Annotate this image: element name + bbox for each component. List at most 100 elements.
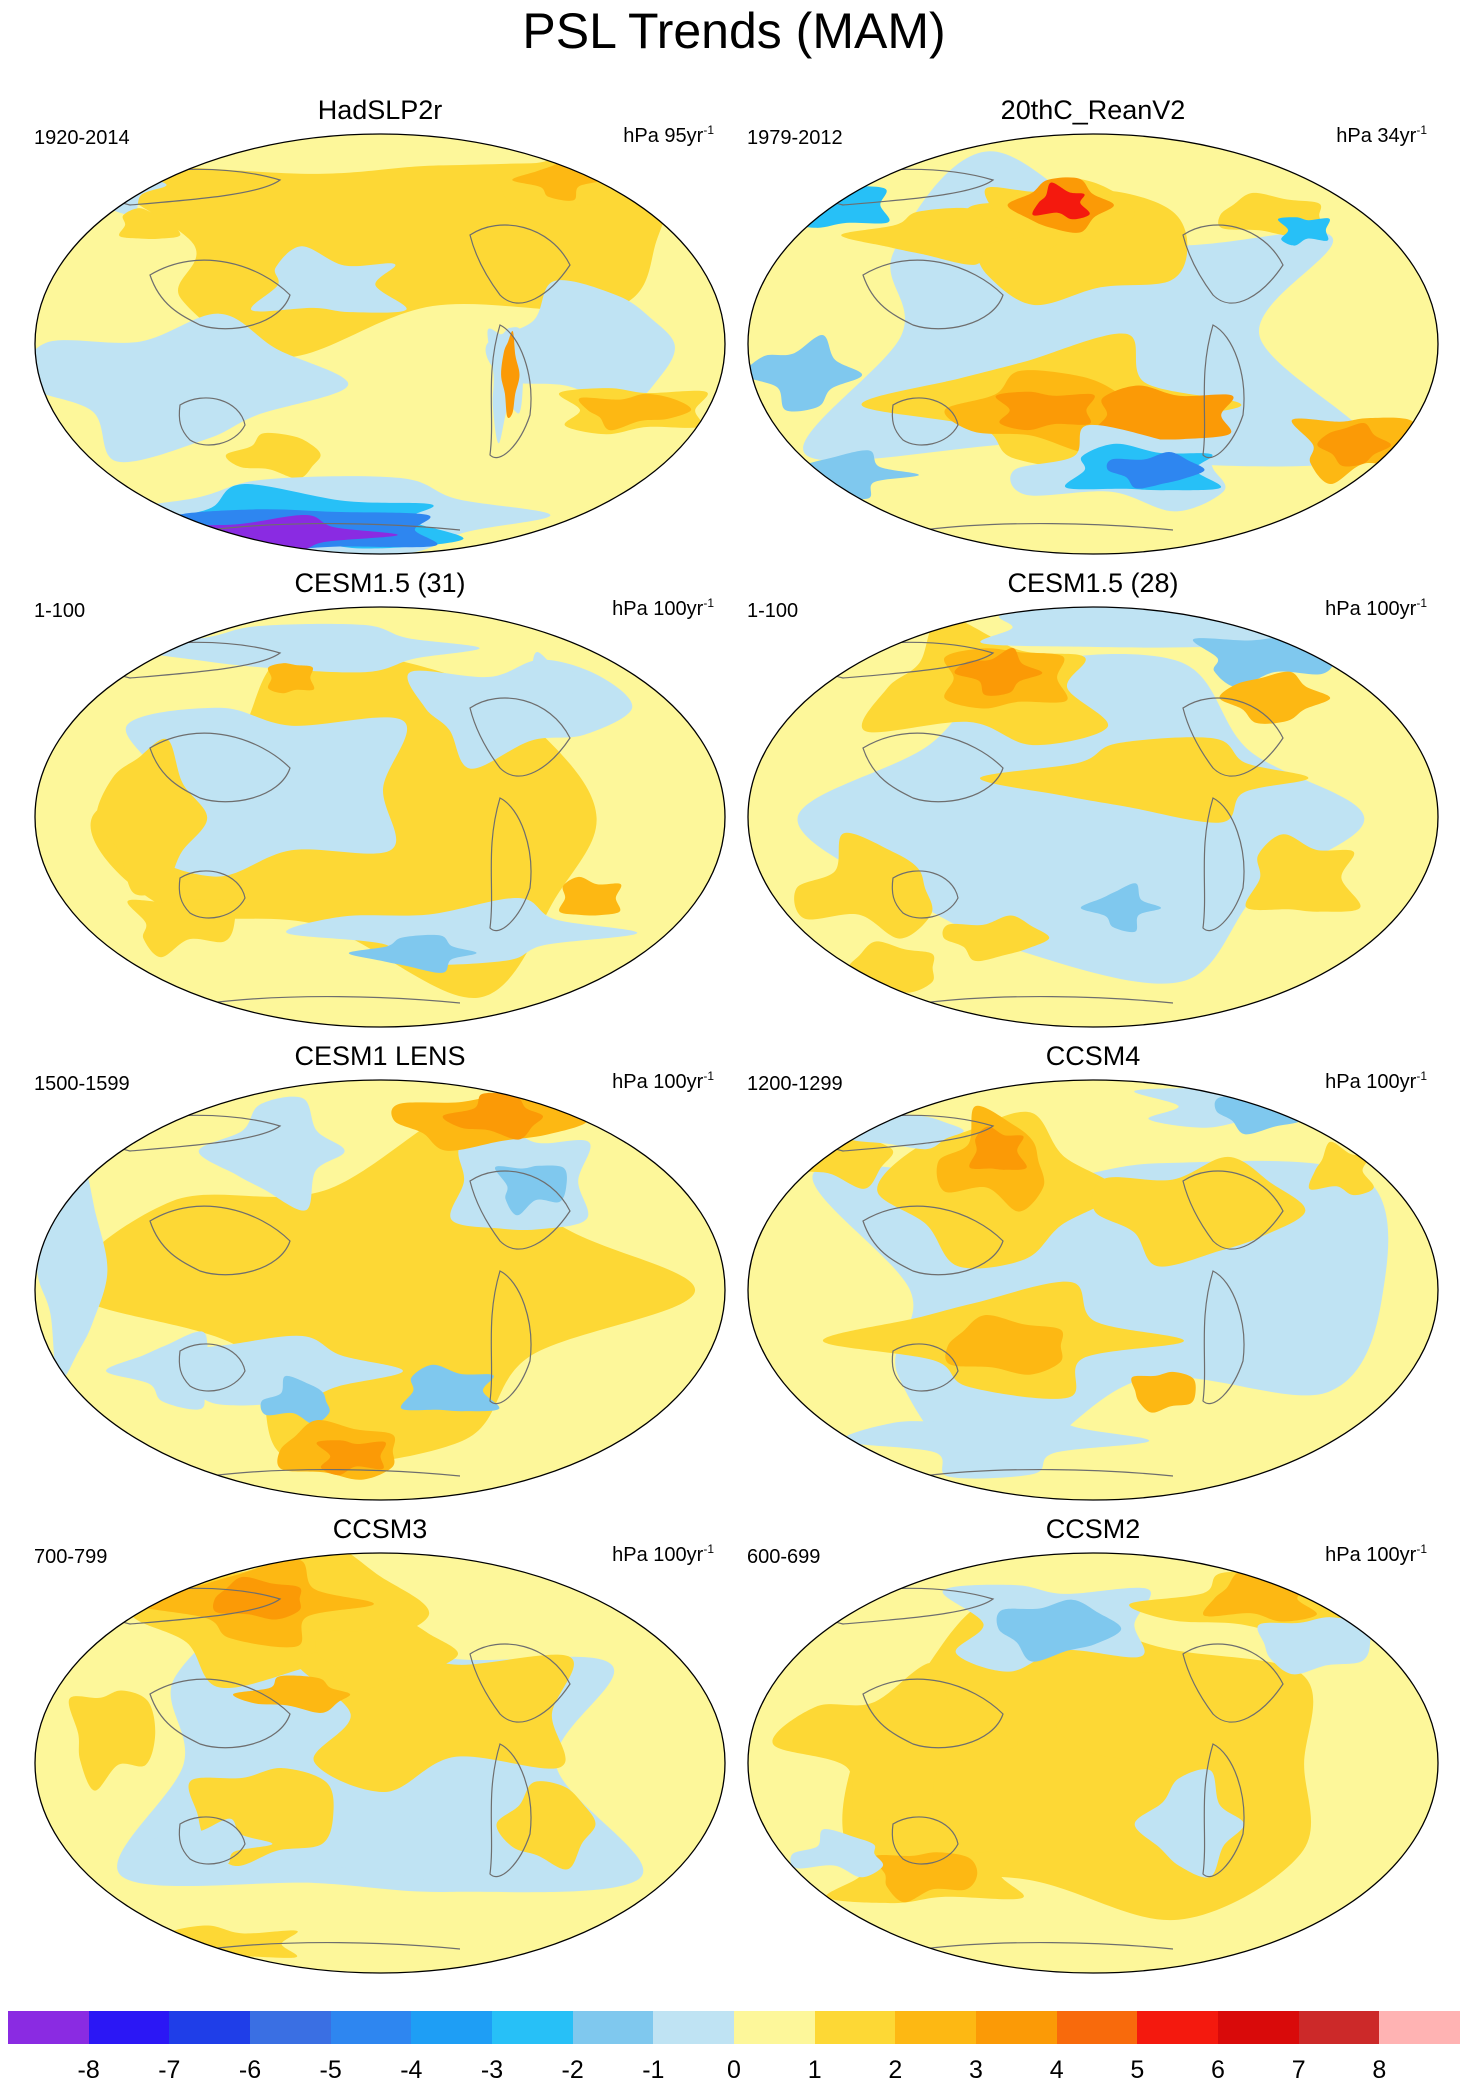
coastline xyxy=(1182,1643,1284,1723)
colorbar-tick-label: 7 xyxy=(1291,2056,1306,2084)
panel-title: CESM1.5 (31) xyxy=(294,568,466,598)
coastline xyxy=(1182,224,1284,304)
trend-map xyxy=(747,1552,1439,1974)
coastline xyxy=(862,1205,1004,1276)
trend-contour xyxy=(515,652,581,717)
trend-contour xyxy=(316,1440,386,1476)
map-border xyxy=(747,1079,1439,1501)
trend-contour xyxy=(512,157,603,201)
trend-contour xyxy=(942,915,1050,962)
coastline xyxy=(1202,324,1245,459)
map-panel: 20thC_ReanV2 1979-2012 hPa 34yr-1 xyxy=(743,95,1443,565)
trend-contour xyxy=(1317,422,1392,467)
map-panel: CESM1.5 (28) 1-100 hPa 100yr-1 xyxy=(743,568,1443,1038)
trend-contour xyxy=(1032,182,1090,220)
trend-contour xyxy=(945,1314,1064,1375)
coastline xyxy=(178,397,246,446)
panel-period: 1-100 xyxy=(747,600,799,622)
trend-contour xyxy=(1277,217,1330,246)
trend-contour xyxy=(1257,1617,1371,1675)
trend-contour xyxy=(225,432,321,479)
trend-contour xyxy=(873,1852,978,1903)
panel-units: hPa 100yr-1 xyxy=(612,596,714,620)
coastline xyxy=(1182,1170,1284,1250)
coastline xyxy=(891,397,959,446)
colorbar-swatch xyxy=(330,2011,412,2044)
colorbar-tick-label: 2 xyxy=(888,2056,903,2084)
coastline xyxy=(922,995,1174,1004)
coastline xyxy=(178,1816,246,1865)
coastline xyxy=(891,1816,959,1865)
trend-contour xyxy=(407,659,633,769)
panel-title: CCSM4 xyxy=(1045,1041,1141,1071)
coastline xyxy=(1202,1743,1245,1878)
colorbar-swatch xyxy=(895,2011,977,2044)
trend-contour xyxy=(1080,883,1162,933)
colorbar-tick-label: -3 xyxy=(480,2056,504,2084)
trend-contour xyxy=(995,391,1095,431)
colorbar-tick-label: 5 xyxy=(1130,2056,1145,2084)
colorbar-tick-label: -5 xyxy=(319,2056,342,2084)
trend-map xyxy=(747,606,1439,1028)
map-border xyxy=(34,133,726,555)
trend-contour xyxy=(125,623,480,673)
coastline xyxy=(149,1205,291,1276)
coastline xyxy=(862,259,1004,330)
panel-units: hPa 100yr-1 xyxy=(612,1069,714,1093)
panel-units: hPa 100yr-1 xyxy=(612,1542,714,1566)
map-border xyxy=(747,606,1439,1028)
colorbar-swatch xyxy=(1137,2011,1219,2044)
coastline xyxy=(489,324,532,459)
coastline xyxy=(891,870,959,919)
colorbar-swatch xyxy=(1218,2011,1299,2044)
trend-contour xyxy=(96,738,208,896)
map-panel: CESM1 LENS 1500-1599 hPa 100yr-1 xyxy=(30,1041,730,1511)
panel-units: hPa 100yr-1 xyxy=(1325,1069,1427,1093)
colorbar-swatch xyxy=(976,2011,1057,2044)
trend-contour xyxy=(267,663,315,694)
colorbar-swatch xyxy=(88,2011,170,2044)
colorbar-tick-label: 8 xyxy=(1372,2056,1387,2084)
trend-contour xyxy=(748,334,863,412)
panel-title: CCSM2 xyxy=(1045,1514,1141,1544)
trend-map xyxy=(747,133,1439,555)
trend-contour xyxy=(794,832,933,939)
trend-contour xyxy=(315,1620,459,1692)
colorbar-swatch xyxy=(1056,2011,1138,2044)
trend-contour xyxy=(400,1364,500,1412)
trend-contour xyxy=(781,182,890,228)
colorbar-tick-label: 3 xyxy=(969,2056,983,2084)
trend-contour xyxy=(1106,451,1205,489)
trend-contour xyxy=(496,1781,596,1870)
trend-contour xyxy=(442,1092,544,1140)
coastline xyxy=(469,1170,571,1250)
panel-period: 1200-1299 xyxy=(747,1073,843,1095)
colorbar-swatch xyxy=(814,2011,896,2044)
trend-contour xyxy=(979,737,1309,823)
trend-contour xyxy=(35,313,349,463)
coastline xyxy=(891,1343,959,1392)
colorbar-tick-label: 1 xyxy=(807,2056,822,2084)
trend-contour xyxy=(969,1126,1027,1170)
panel-units: hPa 95yr-1 xyxy=(623,123,714,147)
map-border xyxy=(34,1552,726,1974)
trend-contour xyxy=(1203,1571,1317,1622)
trend-contour xyxy=(348,934,477,973)
trend-contour xyxy=(1308,1141,1374,1196)
coastline xyxy=(209,995,461,1004)
coastline xyxy=(149,732,291,803)
trend-contour xyxy=(790,1829,884,1878)
colorbar-tick-label: 0 xyxy=(727,2056,741,2084)
trend-map xyxy=(34,1552,726,1974)
colorbar-swatch xyxy=(653,2011,735,2044)
coastline xyxy=(178,1343,246,1392)
coastline xyxy=(469,224,571,304)
trend-contour xyxy=(233,1675,351,1713)
coastline xyxy=(209,522,461,531)
map-panel: CCSM4 1200-1299 hPa 100yr-1 xyxy=(743,1041,1443,1511)
coastline xyxy=(149,1678,291,1749)
coastline xyxy=(1202,797,1245,932)
colorbar-swatch xyxy=(250,2011,331,2044)
panel-units: hPa 100yr-1 xyxy=(1325,596,1427,620)
colorbar-swatch xyxy=(169,2011,251,2044)
